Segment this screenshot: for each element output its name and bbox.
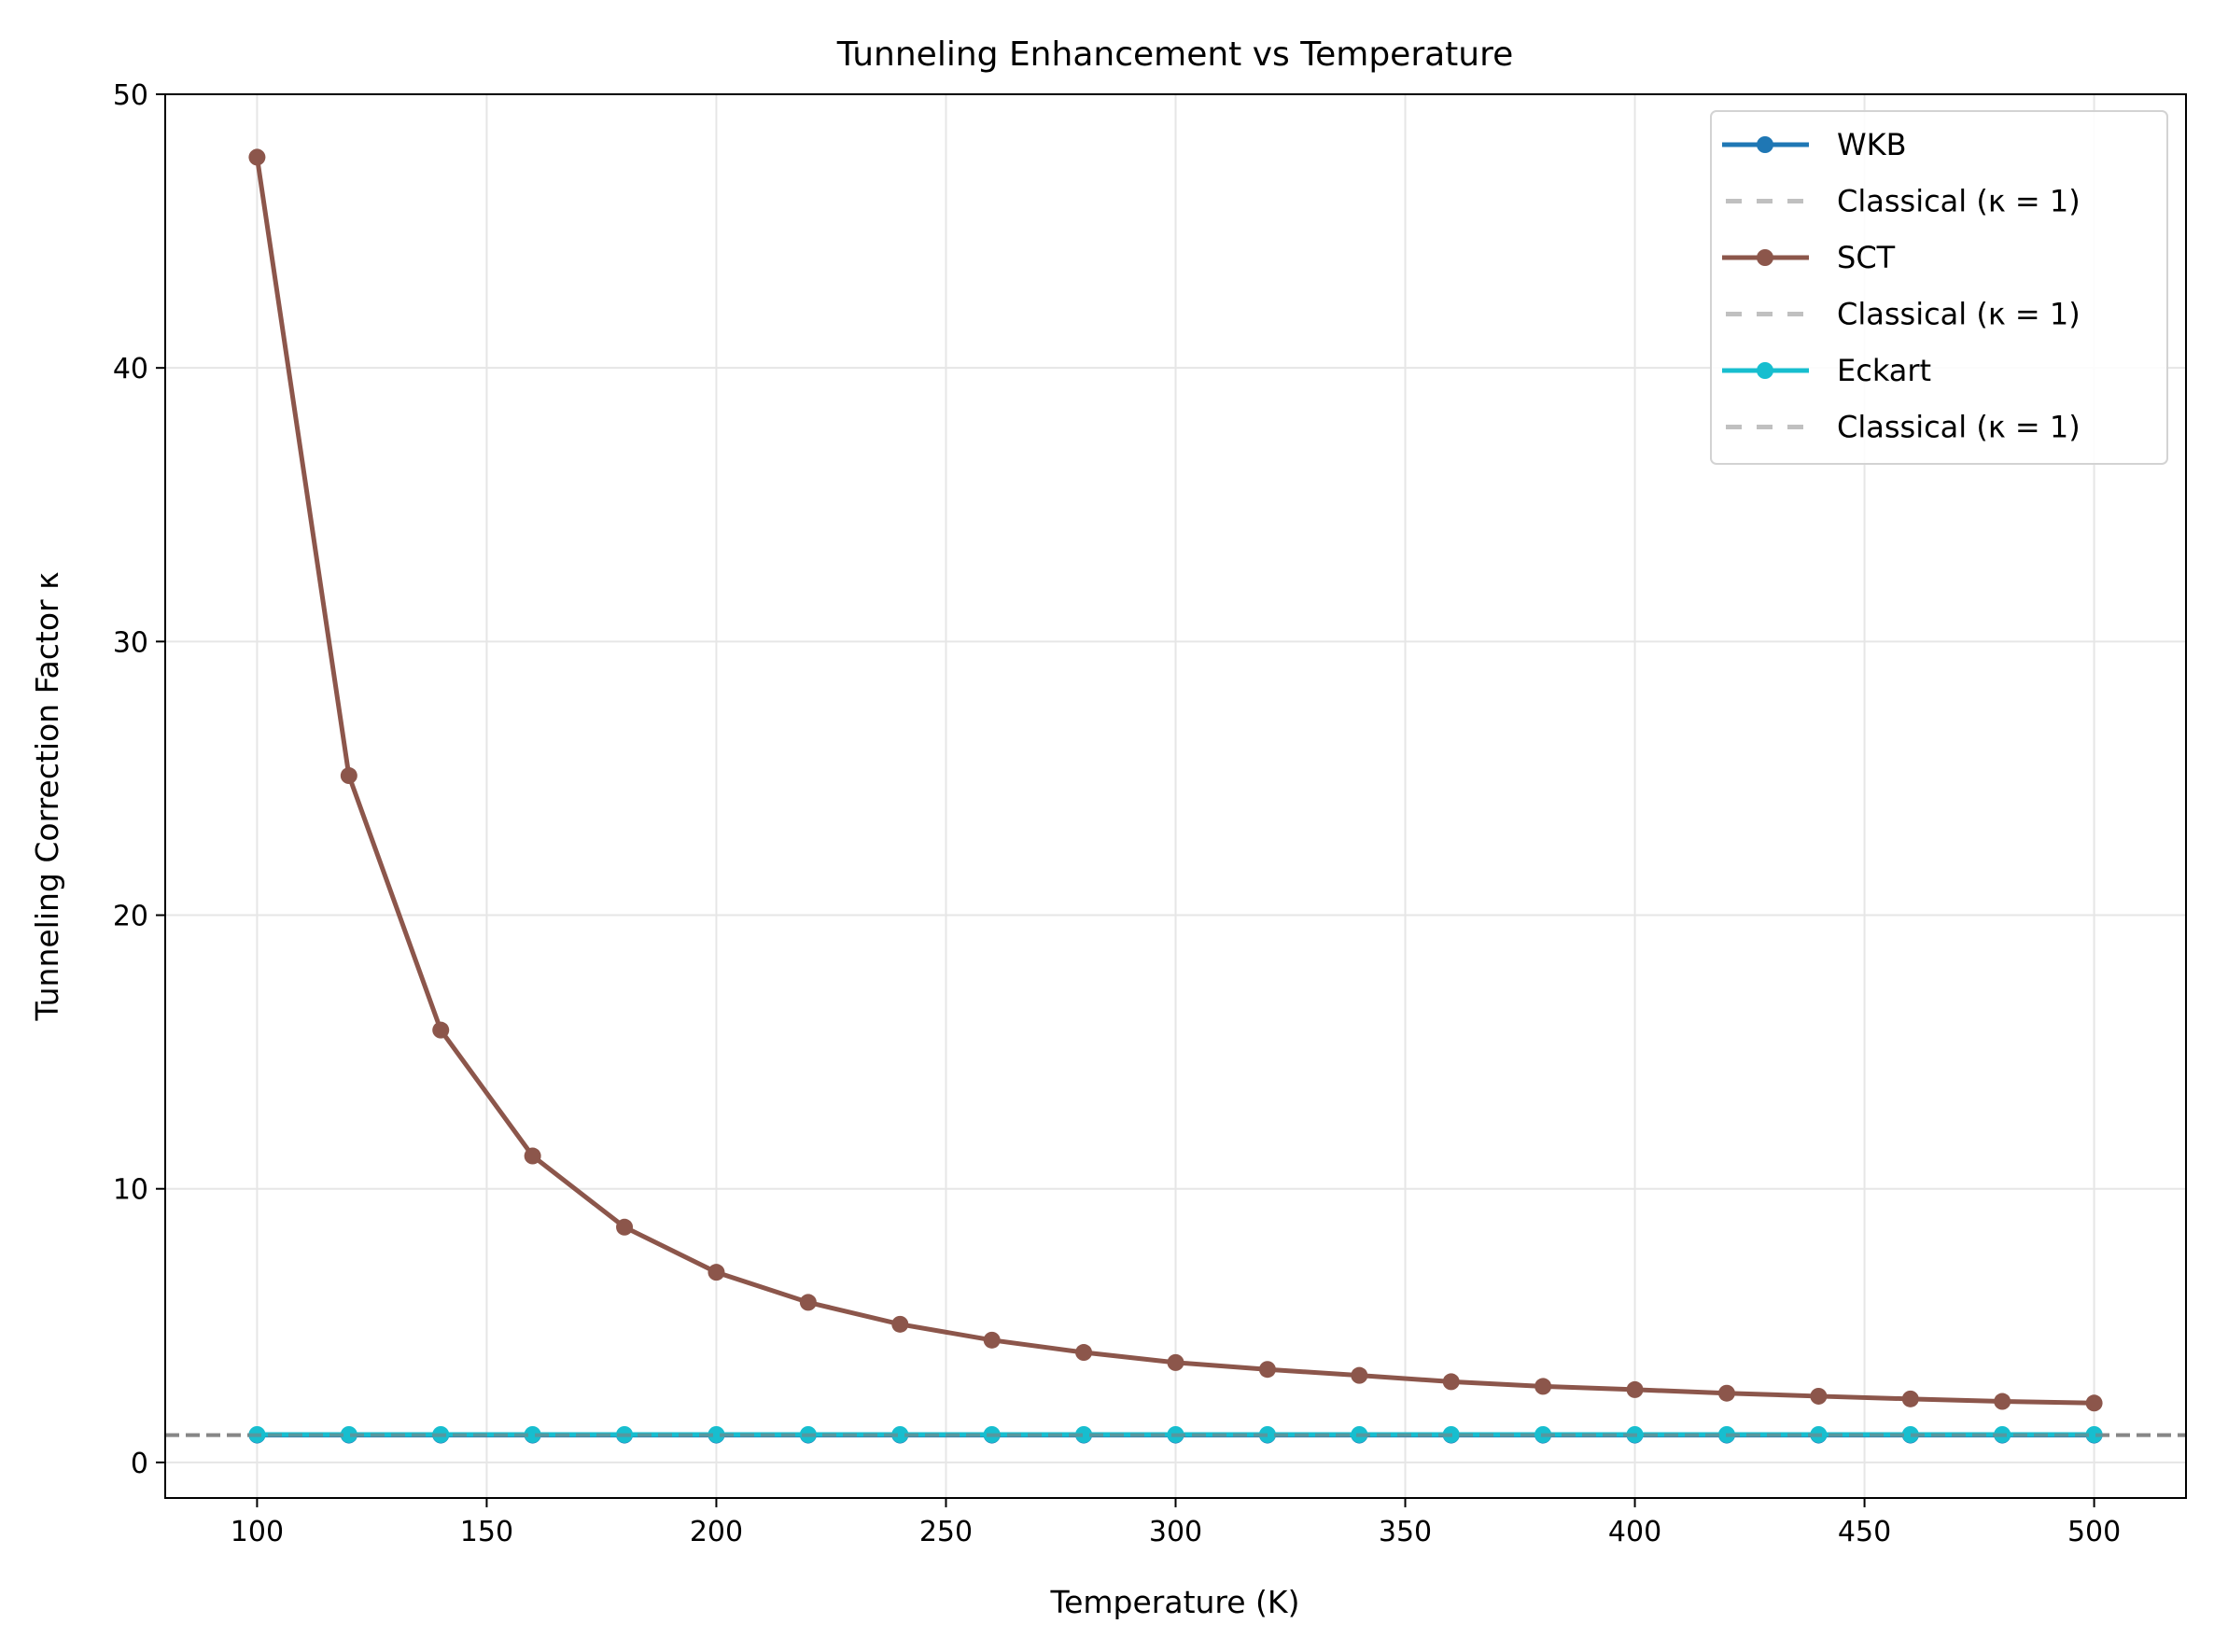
x-tick-label: 350: [1379, 1516, 1432, 1548]
series-layer: [165, 148, 2186, 1444]
sct-point: [1534, 1378, 1552, 1395]
eckart-point: [1901, 1425, 1919, 1443]
eckart-point: [1075, 1425, 1093, 1443]
eckart-point: [524, 1425, 541, 1443]
sct-point: [524, 1147, 541, 1165]
sct-point: [2085, 1394, 2103, 1412]
sct-point: [616, 1218, 634, 1236]
x-axis-label: Temperature (K): [1050, 1584, 1300, 1620]
sct-point: [983, 1331, 1001, 1349]
y-tick-label: 0: [131, 1448, 148, 1480]
sct-point: [340, 767, 357, 785]
sct-point: [1994, 1393, 2011, 1410]
y-tick-label: 30: [113, 626, 148, 659]
eckart-point: [891, 1425, 909, 1443]
legend-label: Eckart: [1837, 353, 1931, 388]
sct-point: [248, 148, 266, 166]
x-tick-label: 300: [1149, 1516, 1202, 1548]
x-tick-label: 200: [690, 1516, 743, 1548]
legend-sct-marker: [1757, 249, 1773, 266]
sct-point: [1717, 1384, 1735, 1402]
legend-eckart-marker: [1757, 362, 1773, 379]
sct-point: [1351, 1366, 1368, 1384]
x-tick-label: 400: [1608, 1516, 1661, 1548]
sct-point: [891, 1315, 909, 1333]
sct-point: [1810, 1387, 1828, 1405]
x-tick-label: 450: [1838, 1516, 1891, 1548]
sct-point: [1901, 1390, 1919, 1407]
legend-label: SCT: [1837, 240, 1896, 275]
sct-point: [1167, 1353, 1184, 1371]
legend-label: Classical (κ = 1): [1837, 410, 2081, 445]
legend-label: Classical (κ = 1): [1837, 297, 2081, 332]
x-tick-label: 250: [919, 1516, 973, 1548]
sct-point: [1626, 1380, 1644, 1398]
eckart-point: [708, 1425, 725, 1443]
legend-box: [1710, 110, 2168, 465]
sct-point: [1075, 1344, 1093, 1362]
legend-wkb-marker: [1757, 136, 1773, 153]
x-tick-label: 150: [460, 1516, 513, 1548]
sct-point: [708, 1264, 725, 1281]
x-tick-label: 500: [2067, 1516, 2121, 1548]
legend-label: Classical (κ = 1): [1837, 184, 2081, 219]
y-tick-label: 50: [113, 79, 148, 112]
y-tick-label: 20: [113, 901, 148, 933]
legend-label: WKB: [1837, 127, 1907, 162]
x-tick-label: 100: [231, 1516, 284, 1548]
y-tick-label: 40: [113, 353, 148, 385]
y-tick-label: 10: [113, 1174, 148, 1207]
y-axis-label: Tunneling Correction Factor κ: [29, 571, 65, 1021]
eckart-point: [2085, 1425, 2103, 1443]
sct-point: [799, 1294, 817, 1311]
chart-title: Tunneling Enhancement vs Temperature: [836, 35, 1514, 74]
sct-point: [1258, 1361, 1276, 1379]
legend: WKB Classical (κ = 1) SCT Classical (κ = 1)…: [1710, 110, 2168, 465]
eckart-point: [340, 1425, 357, 1443]
sct-point: [432, 1021, 450, 1039]
ticks: 100 150 200 250 300 350 400 450 500 0 10 20 30 40 50: [113, 79, 2121, 1548]
sct-point: [1442, 1373, 1460, 1391]
